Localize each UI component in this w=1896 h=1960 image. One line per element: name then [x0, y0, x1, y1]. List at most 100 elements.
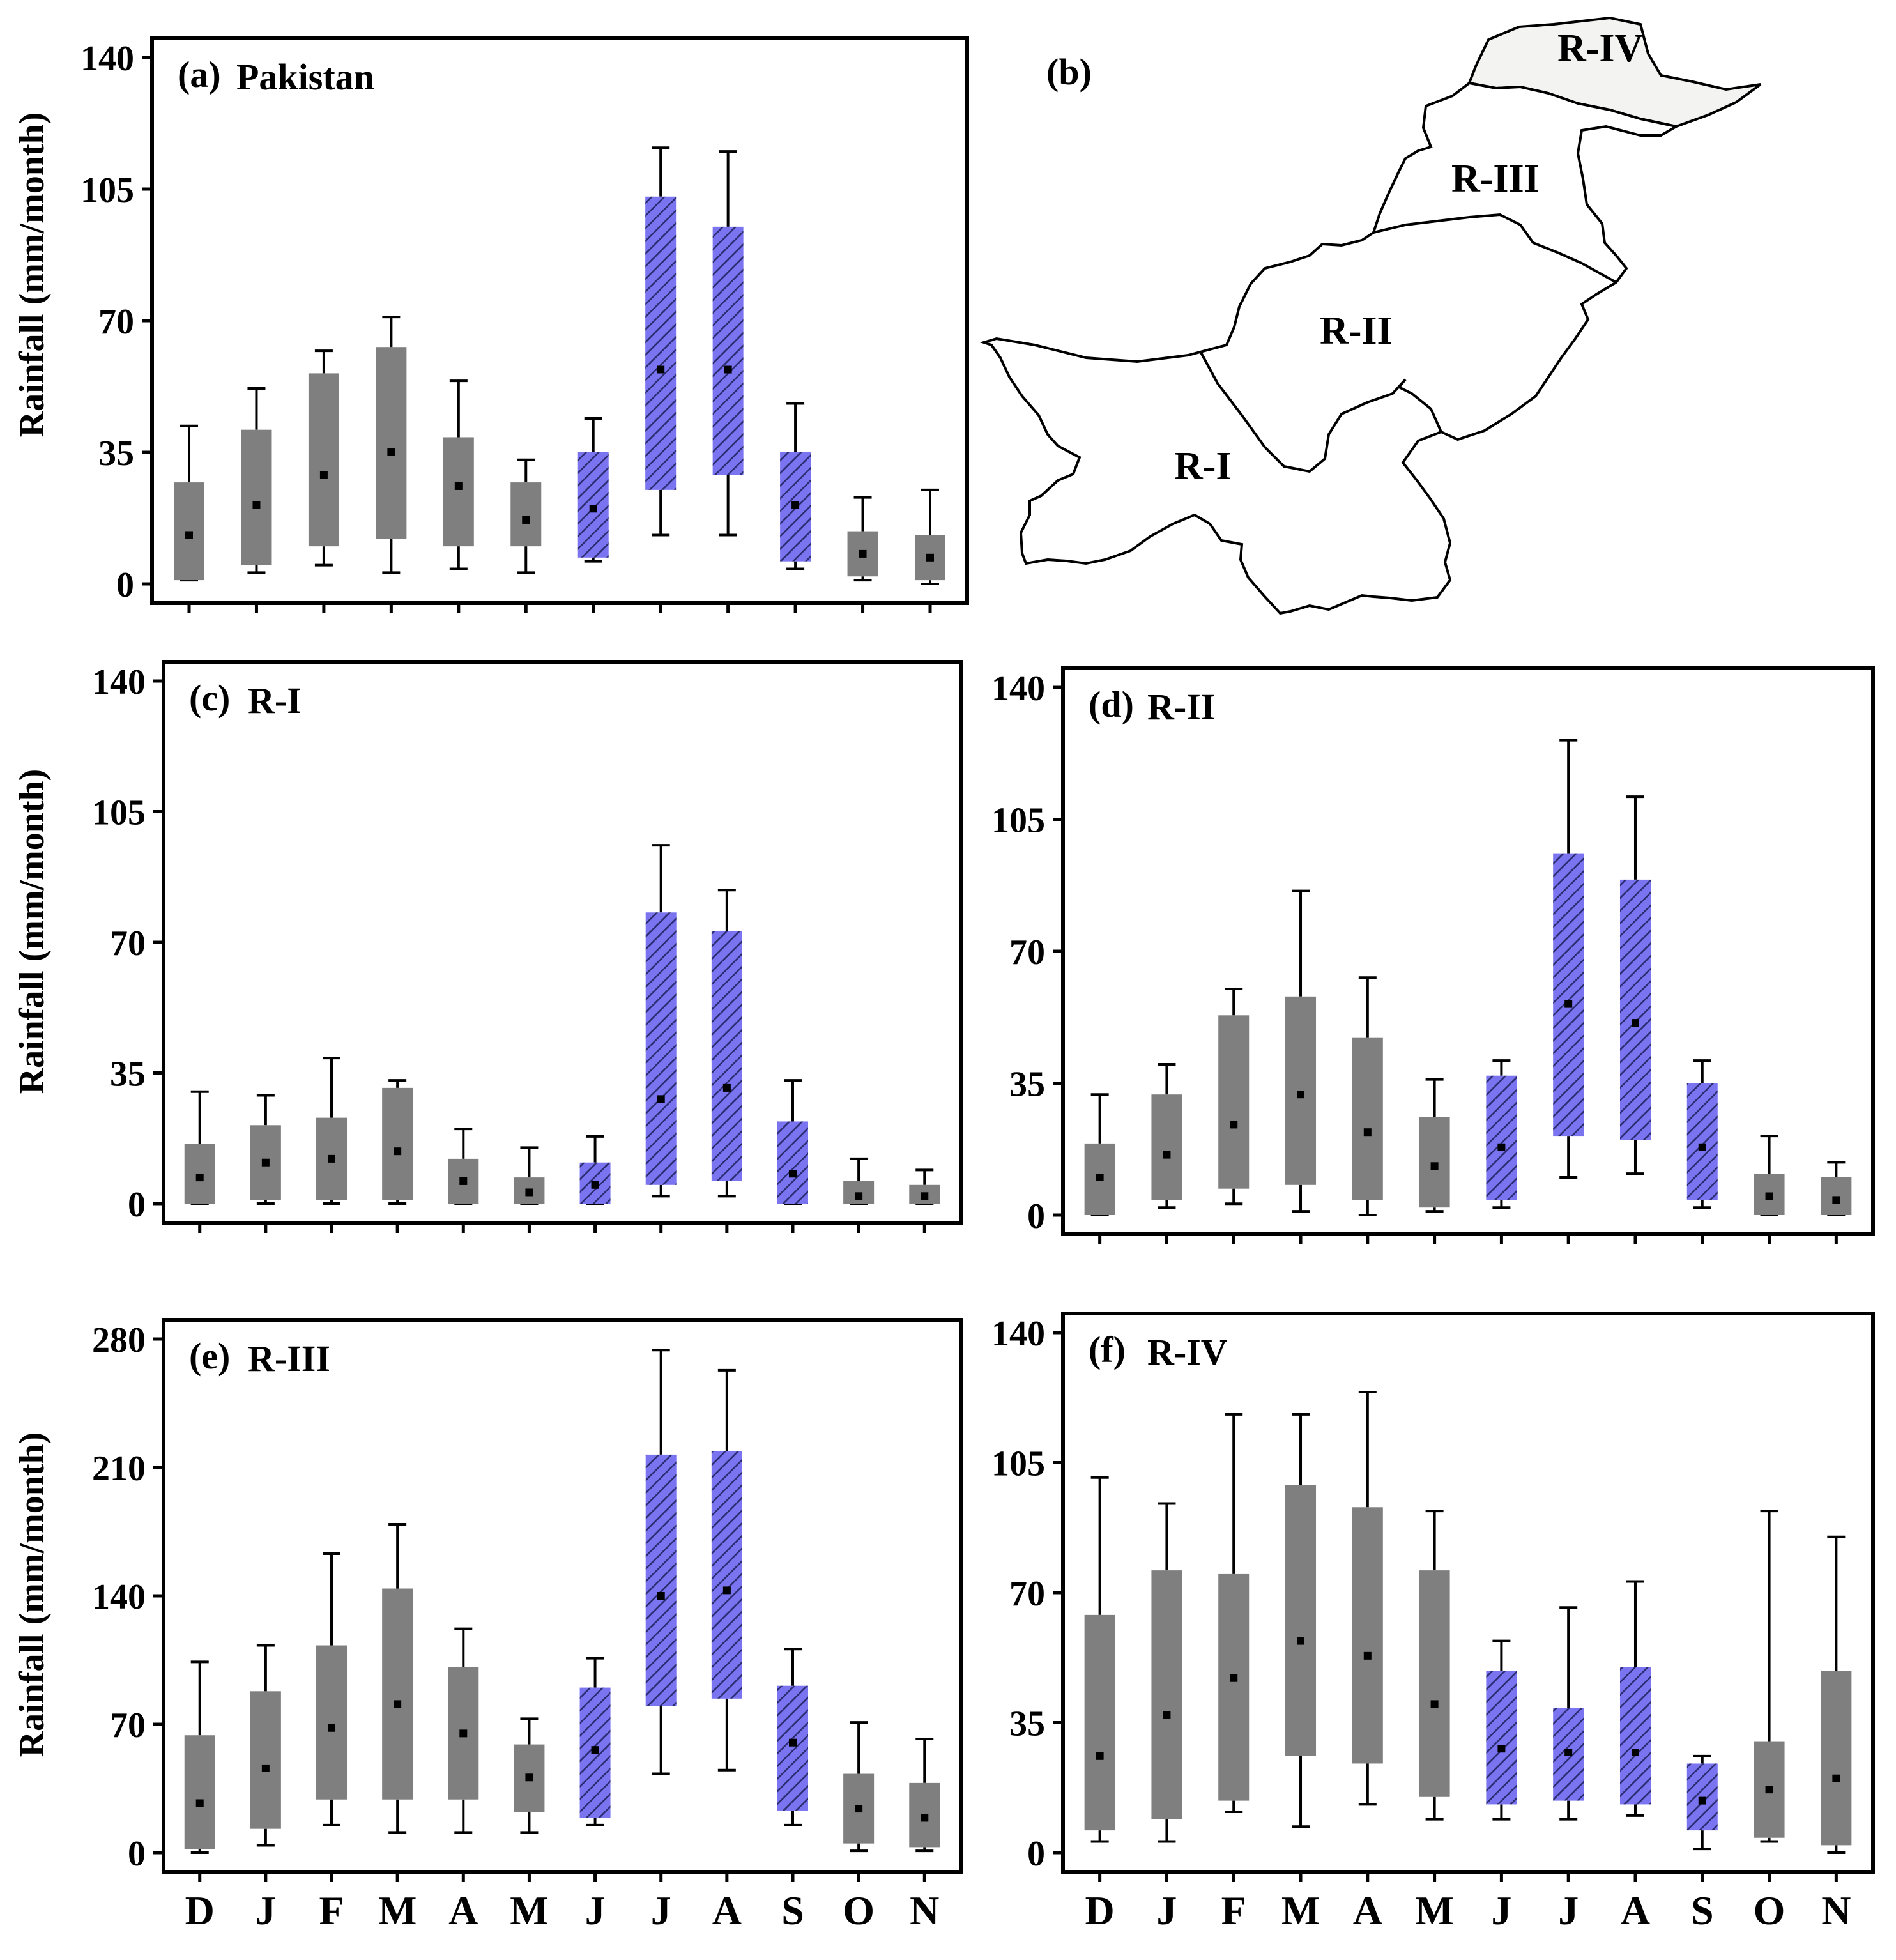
box-a-8 — [1619, 795, 1651, 1244]
y-tick-label: 35 — [110, 1055, 146, 1094]
y-tick-label: 0 — [1027, 1197, 1045, 1236]
box-j-6 — [579, 1135, 611, 1233]
box-dry — [1821, 1671, 1852, 1846]
panel-label: (f) — [1089, 1329, 1126, 1370]
box-monsoon — [645, 1454, 677, 1706]
median-marker — [1096, 1174, 1104, 1181]
median-marker — [921, 1192, 929, 1200]
y-tick-label: 0 — [116, 565, 134, 605]
y-tick-label: 70 — [1009, 933, 1045, 972]
y-tick-label: 70 — [110, 1706, 146, 1745]
x-tick-label: J — [1558, 1888, 1579, 1933]
x-tick-label: N — [910, 1888, 939, 1933]
box-n-11 — [915, 488, 945, 613]
median-marker — [591, 1181, 599, 1189]
box-dry — [1151, 1094, 1182, 1200]
panel-title: R-I — [248, 680, 302, 721]
box-dry — [1218, 1015, 1250, 1189]
median-marker — [195, 1174, 204, 1182]
box-s-9 — [1686, 1059, 1718, 1244]
y-tick-label: 140 — [92, 1577, 146, 1617]
median-marker — [1832, 1774, 1840, 1782]
box-n-11 — [1821, 1161, 1852, 1244]
panel-b-map: (b) R-I R-II R-III R-IV — [979, 16, 1762, 615]
plot-frame — [1061, 666, 1875, 1236]
y-tick-label: 35 — [98, 434, 134, 473]
y-tick-label: 35 — [1009, 1704, 1045, 1744]
x-tick-label: A — [1353, 1888, 1382, 1933]
x-tick-label: M — [510, 1888, 548, 1933]
median-marker — [1631, 1019, 1639, 1027]
box-monsoon — [645, 912, 677, 1185]
y-tick-label: 280 — [92, 1321, 146, 1360]
y-axis-label: Rainfall (mm/month) — [12, 769, 52, 1094]
box-o-10: O — [843, 1721, 875, 1933]
box-m-3: M — [378, 1523, 417, 1933]
median-marker — [788, 1738, 797, 1747]
median-marker — [1564, 1000, 1573, 1008]
box-d-0: D — [184, 1660, 215, 1933]
plot-frame — [1061, 1312, 1875, 1874]
box-dry — [1151, 1570, 1182, 1819]
median-marker — [185, 531, 193, 539]
box-j-7 — [645, 844, 677, 1233]
box-dry — [510, 482, 542, 547]
median-marker — [1363, 1651, 1372, 1660]
box-n-11 — [909, 1168, 940, 1233]
x-tick-label: J — [1491, 1888, 1511, 1933]
panel-title: R-II — [1147, 686, 1215, 728]
box-n-11: N — [909, 1737, 940, 1933]
panel-e-r-iii: 0 70 140 210 280 Rainfall (mm/month) (e) R-III D… — [12, 1318, 963, 1933]
x-tick-label: F — [319, 1888, 344, 1933]
median-marker — [459, 1177, 468, 1185]
box-j-6 — [1486, 1059, 1517, 1244]
x-tick-label: A — [448, 1888, 478, 1933]
x-tick-label: O — [843, 1888, 875, 1933]
median-marker — [1698, 1143, 1706, 1151]
x-tick-label: J — [256, 1888, 276, 1933]
x-tick-label: J — [651, 1888, 671, 1933]
median-marker — [319, 471, 328, 479]
y-tick-label: 140 — [991, 1314, 1045, 1354]
y-tick-label: 140 — [92, 662, 146, 702]
median-marker — [1163, 1151, 1171, 1159]
box-monsoon — [711, 1451, 742, 1699]
box-dry — [250, 1691, 281, 1829]
y-tick-label: 105 — [991, 1444, 1045, 1484]
median-marker — [394, 1147, 402, 1156]
x-tick-label: J — [585, 1888, 606, 1933]
y-axis-label: Rainfall (mm/month) — [12, 1432, 52, 1757]
box-monsoon — [1486, 1671, 1517, 1805]
median-marker — [1230, 1121, 1238, 1129]
median-marker — [1163, 1711, 1171, 1719]
box-m-5 — [514, 1146, 545, 1233]
map-boundary-r2-r3 — [1373, 213, 1617, 284]
median-marker — [1096, 1752, 1104, 1760]
x-tick-label: S — [781, 1888, 804, 1933]
median-marker — [195, 1799, 204, 1807]
panel-label: (e) — [189, 1335, 230, 1377]
median-marker — [855, 1192, 863, 1200]
box-a-4 — [443, 379, 474, 613]
box-f-2 — [316, 1057, 348, 1233]
x-tick-label: F — [1221, 1888, 1246, 1933]
median-marker — [1698, 1796, 1706, 1805]
panel-d-r-ii: 0 35 70 105 140 (d) R-II — [991, 666, 1875, 1244]
median-marker — [328, 1154, 336, 1163]
median-marker — [459, 1729, 468, 1738]
y-tick-label: 210 — [92, 1449, 146, 1489]
x-tick-label: J — [1156, 1888, 1177, 1933]
panel-label: (d) — [1089, 684, 1134, 725]
box-dry — [184, 1735, 215, 1849]
median-marker — [525, 1188, 533, 1197]
box-dry — [443, 437, 474, 547]
box-f-2 — [1218, 988, 1250, 1244]
box-a-4: A — [1352, 1391, 1383, 1933]
box-j-6 — [577, 417, 609, 613]
x-tick-label: N — [1821, 1888, 1851, 1933]
box-m-5 — [1419, 1078, 1450, 1244]
median-marker — [657, 1095, 665, 1103]
y-tick-label: 0 — [1027, 1834, 1045, 1874]
